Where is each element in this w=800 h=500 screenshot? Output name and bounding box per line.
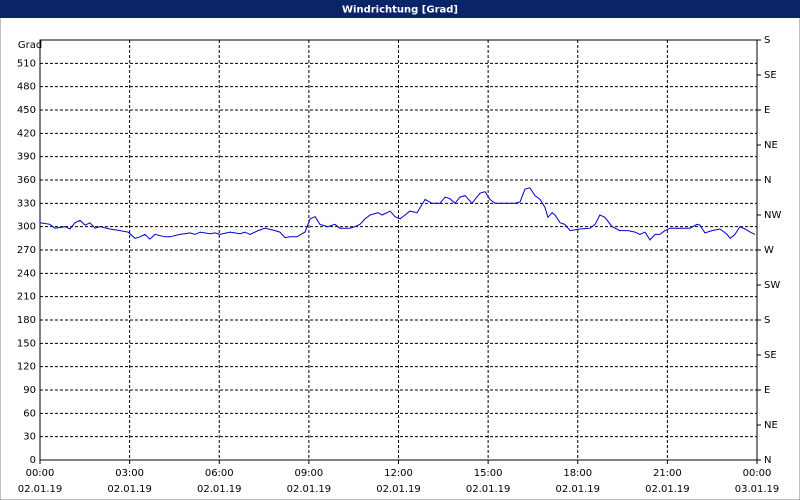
x-tick-label: 18:00 — [563, 468, 592, 479]
y-tick-label: 240 — [17, 268, 36, 279]
x-tick-label: 12:00 — [384, 468, 413, 479]
x-tick-date: 02.01.19 — [287, 484, 332, 495]
x-tick-label: 09:00 — [294, 468, 323, 479]
y-tick-label: 480 — [17, 82, 36, 93]
x-tick-label: 00:00 — [743, 468, 772, 479]
y-tick-label: 0 — [30, 455, 36, 466]
y-tick-label: 60 — [23, 408, 36, 419]
title-bar — [0, 0, 800, 18]
y-tick-label: 180 — [17, 315, 36, 326]
y2-tick-label: SW — [764, 280, 780, 291]
y2-tick-label: SE — [764, 350, 777, 361]
y2-tick-label: S — [764, 315, 770, 326]
chart-title: Windrichtung [Grad] — [342, 5, 458, 16]
y-tick-label: 270 — [17, 245, 36, 256]
x-tick-date: 02.01.19 — [376, 484, 421, 495]
y-tick-label: 30 — [23, 432, 36, 443]
y-tick-label: 300 — [17, 222, 36, 233]
y-tick-label: 120 — [17, 362, 36, 373]
y2-tick-label: W — [764, 245, 774, 256]
y2-tick-label: NE — [764, 420, 778, 431]
x-tick-label: 03:00 — [115, 468, 144, 479]
y-tick-label: 390 — [17, 152, 36, 163]
y-tick-label: 510 — [17, 58, 36, 69]
y2-tick-label: E — [764, 105, 770, 116]
x-tick-label: 06:00 — [205, 468, 234, 479]
x-tick-date: 03.01.19 — [735, 484, 780, 495]
y-tick-label: 420 — [17, 128, 36, 139]
x-tick-label: 15:00 — [474, 468, 503, 479]
x-tick-label: 00:00 — [26, 468, 55, 479]
y-tick-label: 150 — [17, 338, 36, 349]
y-tick-label: 210 — [17, 292, 36, 303]
y2-tick-label: S — [764, 35, 770, 46]
x-tick-label: 21:00 — [653, 468, 682, 479]
x-tick-date: 02.01.19 — [18, 484, 63, 495]
y-tick-label: 450 — [17, 105, 36, 116]
x-tick-date: 02.01.19 — [466, 484, 511, 495]
x-tick-date: 02.01.19 — [197, 484, 242, 495]
y-tick-label: 360 — [17, 175, 36, 186]
y2-tick-label: N — [764, 455, 771, 466]
plot-frame — [39, 39, 758, 461]
x-tick-date: 02.01.19 — [107, 484, 152, 495]
data-line — [39, 187, 756, 241]
y2-tick-label: NW — [764, 210, 781, 221]
y2-tick-label: NE — [764, 140, 778, 151]
y-axis-label: Grad — [18, 40, 42, 51]
y2-tick-label: SE — [764, 70, 777, 81]
y-tick-label: 330 — [17, 198, 36, 209]
x-tick-date: 02.01.19 — [645, 484, 690, 495]
y-tick-label: 90 — [23, 385, 36, 396]
y2-tick-label: E — [764, 385, 770, 396]
x-tick-date: 02.01.19 — [555, 484, 600, 495]
y2-tick-label: N — [764, 175, 771, 186]
